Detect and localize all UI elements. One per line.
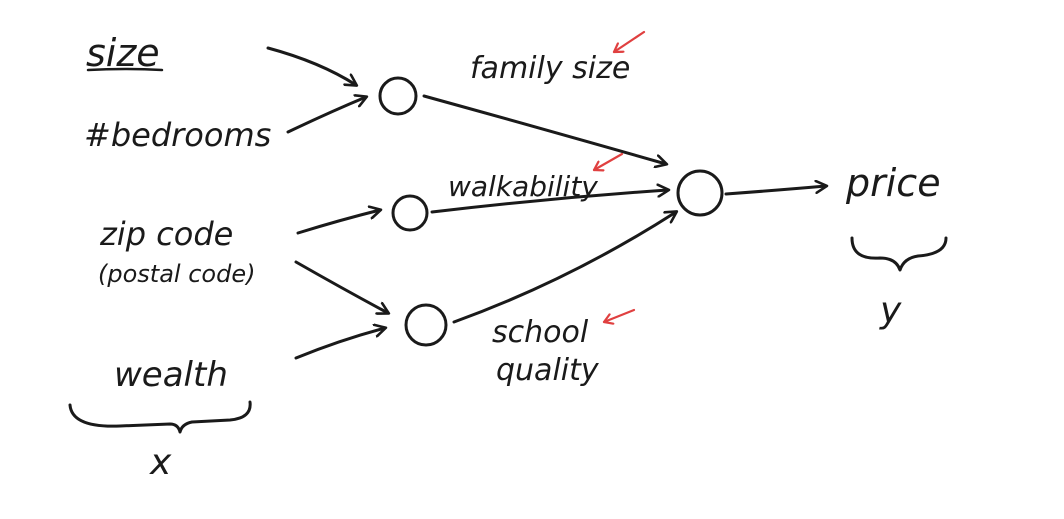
- red-arrow-walkability: [592, 152, 624, 170]
- inputs-brace: [68, 400, 252, 434]
- input-label-size: size: [86, 31, 160, 75]
- edge-bedrooms-to-family: [286, 97, 366, 134]
- edge-family-to-output: [422, 94, 666, 164]
- hidden-label-quality: quality: [496, 353, 600, 388]
- edge-school-to-output: [452, 212, 676, 324]
- hidden-label-family-size: family size: [470, 51, 630, 86]
- edge-walkability-to-output: [430, 190, 668, 214]
- edge-wealth-to-school: [294, 328, 385, 360]
- hidden-node-school-quality: [404, 303, 448, 347]
- size-underline: [86, 67, 164, 72]
- input-label-zip-code: zip code: [99, 215, 233, 253]
- edge-size-to-family: [266, 46, 356, 85]
- output-node: [676, 169, 724, 217]
- input-label-bedrooms: #bedrooms: [84, 116, 271, 154]
- x-label: x: [149, 442, 172, 483]
- input-label-postal-code: (postal code): [98, 260, 255, 288]
- edge-output-to-price: [724, 186, 826, 196]
- hidden-label-school: school: [492, 315, 589, 350]
- red-arrow-school-quality: [602, 308, 636, 322]
- input-label-wealth: wealth: [114, 355, 228, 395]
- hidden-node-family-size: [378, 76, 418, 116]
- output-brace: [850, 236, 948, 272]
- output-label-price: price: [845, 161, 941, 205]
- red-arrow-family-size: [612, 30, 646, 54]
- hidden-label-walkability: walkability: [448, 170, 598, 203]
- edge-zip-to-walkability: [296, 210, 380, 235]
- edge-zip-to-school: [294, 260, 388, 313]
- hidden-node-walkability: [391, 194, 429, 232]
- y-label: y: [879, 290, 902, 331]
